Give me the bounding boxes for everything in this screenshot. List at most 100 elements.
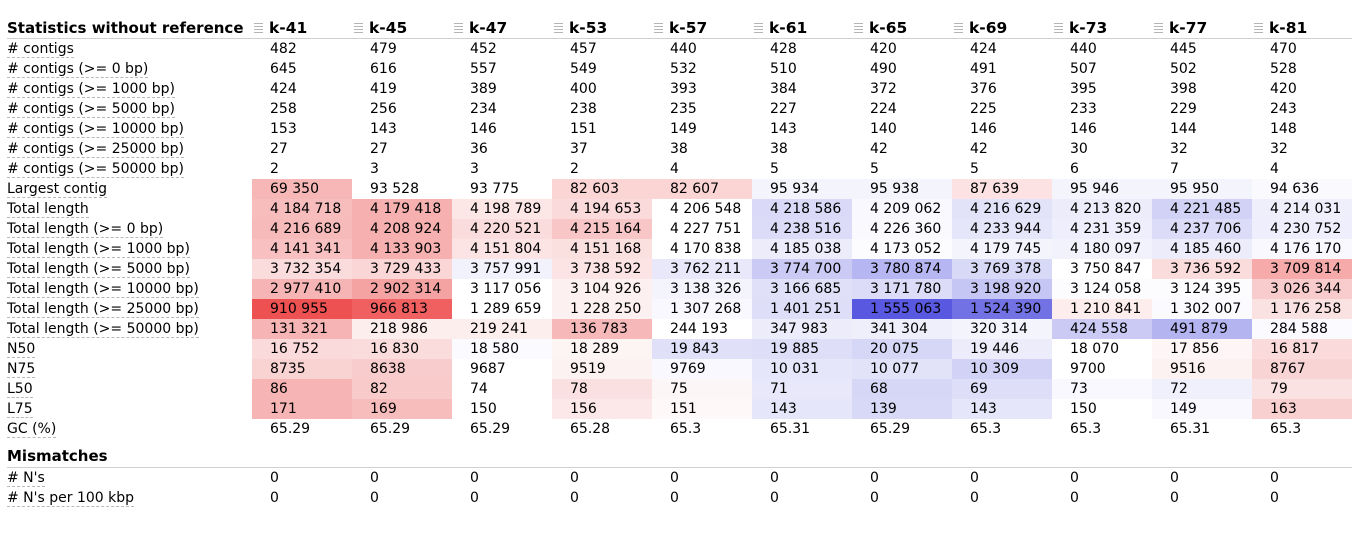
column-header[interactable]: k-77 — [1152, 17, 1252, 39]
metric-value: 65.29 — [470, 421, 511, 437]
metric-value: 4 206 548 — [652, 199, 752, 219]
column-header[interactable]: k-69 — [952, 17, 1052, 39]
metric-value: 19 843 — [652, 339, 752, 359]
column-header[interactable]: k-47 — [452, 17, 552, 39]
metric-value: 151 — [570, 121, 597, 137]
metric-value: 2 — [570, 161, 579, 177]
metric-value: 398 — [1170, 81, 1197, 97]
table-row: Total length 4 184 718 4 179 418 4 198 789 4… — [7, 199, 1352, 219]
metric-value: 420 — [1270, 81, 1297, 97]
row-label: L50 — [7, 379, 252, 399]
column-header — [352, 445, 452, 468]
metric-name: # contigs — [7, 41, 74, 58]
metric-value: 3 124 058 — [1052, 279, 1152, 299]
metric-name: # N's per 100 kbp — [7, 490, 135, 507]
metric-value: 0 — [970, 470, 979, 486]
column-label: k-45 — [369, 18, 408, 37]
column-label: k-69 — [969, 18, 1008, 37]
metric-value: 4 184 718 — [252, 199, 352, 219]
table-row: Total length (>= 5000 bp) 3 732 354 3 729 … — [7, 259, 1352, 279]
column-label: k-73 — [1069, 18, 1108, 37]
column-header[interactable]: k-65 — [852, 17, 952, 39]
metric-value: 95 938 — [852, 179, 952, 199]
column-header[interactable]: k-41 — [252, 17, 352, 39]
column-header[interactable]: k-61 — [752, 17, 852, 39]
metric-value: 470 — [1270, 41, 1297, 57]
assembly-report-table: Statistics without reference k-41 k-45 k-47… — [7, 17, 1352, 508]
drag-handle-icon[interactable] — [1154, 22, 1163, 34]
metric-value: 169 — [352, 399, 452, 419]
drag-handle-icon[interactable] — [554, 22, 563, 34]
metric-value: 372 — [870, 81, 897, 97]
column-header[interactable]: k-57 — [652, 17, 752, 39]
row-label: # contigs (>= 0 bp) — [7, 59, 252, 79]
metric-value: 146 — [970, 121, 997, 137]
column-header[interactable]: k-53 — [552, 17, 652, 39]
metric-value: 0 — [670, 490, 679, 506]
metric-name: # contigs (>= 5000 bp) — [7, 101, 176, 118]
metric-value: 4 179 418 — [352, 199, 452, 219]
metric-value: 4 176 170 — [1252, 239, 1352, 259]
metric-value: 347 983 — [752, 319, 852, 339]
table-row: Total length (>= 10000 bp) 2 977 410 2 902… — [7, 279, 1352, 299]
metric-name: # contigs (>= 10000 bp) — [7, 121, 184, 138]
table-row: Largest contig 69 350 93 528 93 775 82 603 82… — [7, 179, 1352, 199]
metric-value: 4 198 789 — [452, 199, 552, 219]
metric-value: 3 171 780 — [852, 279, 952, 299]
metric-value: 18 580 — [452, 339, 552, 359]
metric-value: 78 — [552, 379, 652, 399]
metric-value: 1 210 841 — [1052, 299, 1152, 319]
metric-value: 16 817 — [1252, 339, 1352, 359]
metric-value: 143 — [752, 399, 852, 419]
metric-value: 910 955 — [252, 299, 352, 319]
drag-handle-icon[interactable] — [1054, 22, 1063, 34]
drag-handle-icon[interactable] — [454, 22, 463, 34]
metric-value: 457 — [570, 41, 597, 57]
metric-value: 69 350 — [252, 179, 352, 199]
table-row: GC (%) 65.29 65.29 65.29 65.28 65.3 65.31 65.29… — [7, 419, 1352, 439]
metric-value: 4 230 752 — [1252, 219, 1352, 239]
metric-value: 8767 — [1252, 359, 1352, 379]
drag-handle-icon[interactable] — [754, 22, 763, 34]
metric-value: 4 185 460 — [1152, 239, 1252, 259]
metric-value: 420 — [870, 41, 897, 57]
metric-value: 1 176 258 — [1252, 299, 1352, 319]
section-header-row: Mismatches — [7, 445, 1352, 468]
metric-value: 8638 — [352, 359, 452, 379]
metric-value: 1 401 251 — [752, 299, 852, 319]
drag-handle-icon[interactable] — [654, 22, 663, 34]
drag-handle-icon[interactable] — [354, 22, 363, 34]
column-header[interactable]: k-81 — [1252, 17, 1352, 39]
metric-value: 1 289 659 — [452, 299, 552, 319]
column-header — [652, 445, 752, 468]
column-header[interactable]: k-45 — [352, 17, 452, 39]
metric-value: 445 — [1170, 41, 1197, 57]
metric-value: 0 — [1170, 470, 1179, 486]
row-label: # contigs — [7, 39, 252, 60]
metric-value: 0 — [870, 490, 879, 506]
metric-value: 225 — [970, 101, 997, 117]
drag-handle-icon[interactable] — [954, 22, 963, 34]
table-row: # contigs (>= 50000 bp) 2 3 3 2 4 5 5 5 6 7 4 — [7, 159, 1352, 179]
metric-value: 4 238 516 — [752, 219, 852, 239]
row-label: Total length — [7, 199, 252, 219]
drag-handle-icon[interactable] — [1254, 22, 1263, 34]
column-label: k-61 — [769, 18, 808, 37]
metric-value: 0 — [570, 470, 579, 486]
row-label: Total length (>= 1000 bp) — [7, 239, 252, 259]
row-label: Total length (>= 5000 bp) — [7, 259, 252, 279]
metric-value: 4 — [670, 161, 679, 177]
metric-value: 146 — [470, 121, 497, 137]
metric-value: 4 227 751 — [652, 219, 752, 239]
metric-value: 3 709 814 — [1252, 259, 1352, 279]
drag-handle-icon[interactable] — [854, 22, 863, 34]
metric-value: 0 — [1270, 470, 1279, 486]
table-row: # contigs (>= 1000 bp) 424 419 389 400 393 384… — [7, 79, 1352, 99]
metric-value: 4 233 944 — [952, 219, 1052, 239]
metric-value: 6 — [1070, 161, 1079, 177]
drag-handle-icon[interactable] — [254, 22, 263, 34]
metric-value: 4 179 745 — [952, 239, 1052, 259]
metric-name: L50 — [7, 381, 33, 398]
column-header[interactable]: k-73 — [1052, 17, 1152, 39]
metric-value: 400 — [570, 81, 597, 97]
